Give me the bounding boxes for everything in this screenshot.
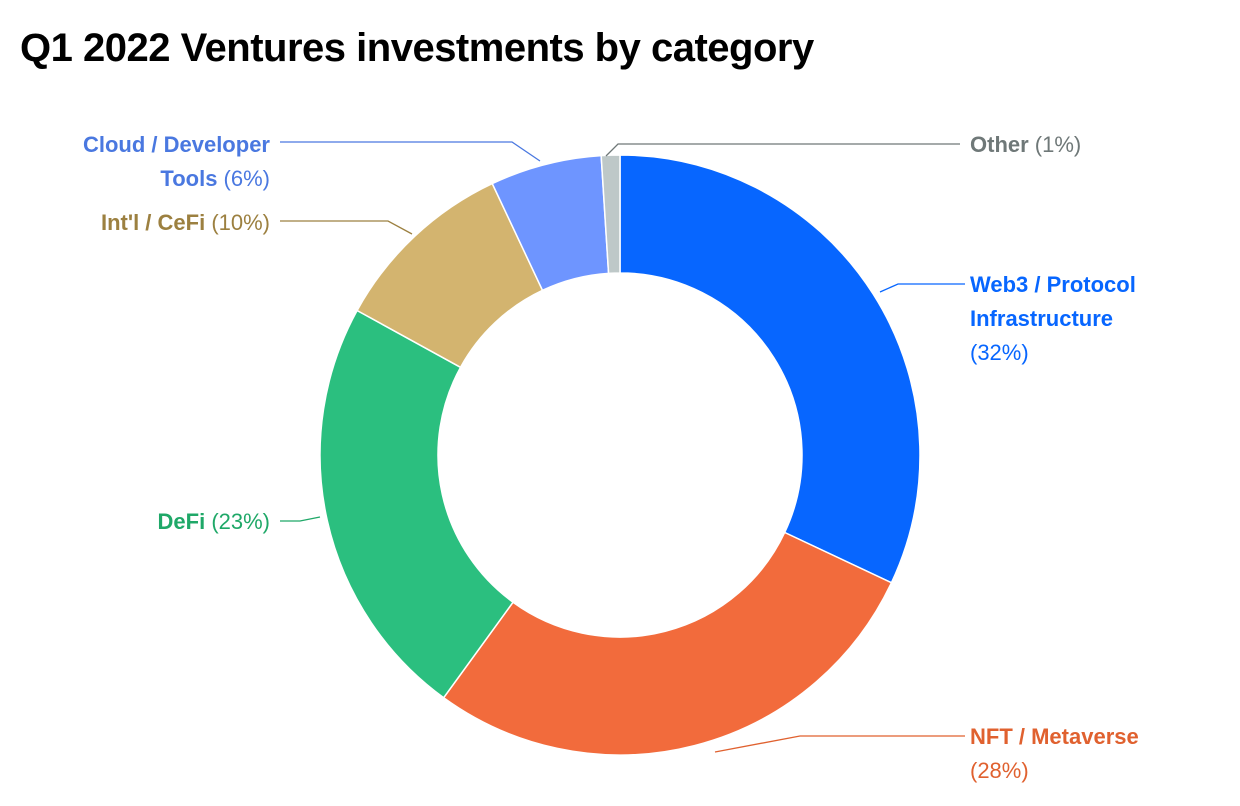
label-percent: (23%) <box>205 509 270 534</box>
label-name: Int'l / CeFi <box>100 210 206 235</box>
label-nft-metaverse: NFT / Metaverse (28%) <box>970 720 1139 788</box>
label-name: Cloud / Developer <box>82 132 270 157</box>
slice-web3-protocol-infrastructure <box>619 154 921 584</box>
label-int-l-cefi: Int'l / CeFi (10%) <box>101 206 270 240</box>
slice-defi <box>319 309 515 699</box>
slice-nft-metaverse <box>442 531 893 756</box>
label-percent: (6%) <box>217 166 270 191</box>
label-percent: (32%) <box>970 340 1029 365</box>
label-web3-protocol-infrastructure: Web3 / Protocol Infrastructure (32%) <box>970 268 1136 370</box>
leader-line-int-l-cefi <box>280 220 413 235</box>
label-percent: (28%) <box>970 758 1029 783</box>
label-name: DeFi <box>157 509 206 534</box>
leader-line-web3-protocol-infrastructure <box>879 283 965 293</box>
leader-line-defi <box>280 516 321 522</box>
leader-line-nft-metaverse <box>714 735 965 753</box>
chart-title: Q1 2022 Ventures investments by category <box>20 26 814 70</box>
label-defi: DeFi (23%) <box>158 505 270 539</box>
label-cloud-developer-tools: Cloud / Developer Tools (6%) <box>83 128 270 196</box>
leader-line-cloud-developer-tools <box>280 141 541 162</box>
label-percent: (1%) <box>1028 132 1082 157</box>
label-other: Other (1%) <box>970 128 1081 162</box>
label-name: NFT / Metaverse <box>970 724 1139 749</box>
label-name: Infrastructure <box>970 306 1114 331</box>
label-name: Web3 / Protocol <box>970 272 1136 297</box>
leader-line-other <box>605 143 960 157</box>
label-percent: (10%) <box>205 210 270 235</box>
label-name: Tools <box>160 166 218 191</box>
label-name: Other <box>970 132 1029 157</box>
